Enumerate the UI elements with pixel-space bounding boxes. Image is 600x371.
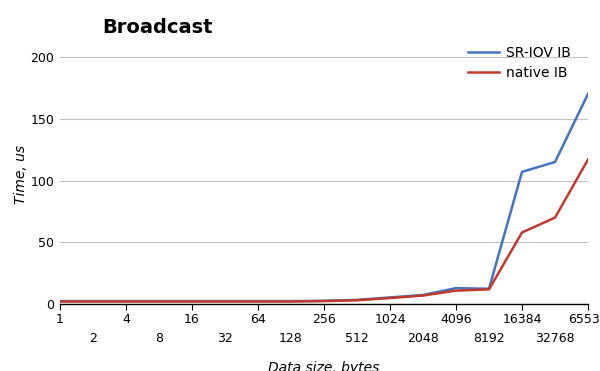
SR-IOV IB bbox=[485, 286, 493, 291]
Line: native IB: native IB bbox=[60, 160, 588, 302]
native IB bbox=[353, 298, 361, 302]
Text: 128: 128 bbox=[279, 332, 303, 345]
Text: 512: 512 bbox=[345, 332, 369, 345]
SR-IOV IB bbox=[452, 286, 460, 290]
Text: 32768: 32768 bbox=[535, 332, 575, 345]
SR-IOV IB bbox=[419, 293, 427, 297]
Text: 32: 32 bbox=[217, 332, 233, 345]
native IB bbox=[188, 299, 196, 304]
Text: Data size, bytes: Data size, bytes bbox=[268, 361, 380, 371]
SR-IOV IB bbox=[254, 299, 262, 303]
native IB bbox=[320, 299, 328, 303]
Text: 2048: 2048 bbox=[407, 332, 439, 345]
native IB bbox=[386, 296, 394, 300]
SR-IOV IB bbox=[551, 160, 559, 164]
native IB bbox=[89, 299, 97, 304]
native IB bbox=[584, 157, 592, 162]
native IB bbox=[221, 299, 229, 304]
SR-IOV IB bbox=[221, 299, 229, 303]
native IB bbox=[419, 293, 427, 298]
SR-IOV IB bbox=[89, 299, 97, 303]
native IB bbox=[122, 299, 130, 304]
SR-IOV IB bbox=[287, 299, 295, 303]
native IB bbox=[551, 216, 559, 220]
Y-axis label: Time, us: Time, us bbox=[14, 145, 28, 204]
SR-IOV IB bbox=[188, 299, 196, 303]
SR-IOV IB bbox=[320, 299, 328, 303]
native IB bbox=[518, 230, 526, 235]
native IB bbox=[485, 287, 493, 292]
SR-IOV IB bbox=[584, 92, 592, 96]
SR-IOV IB bbox=[122, 299, 130, 303]
native IB bbox=[254, 299, 262, 304]
SR-IOV IB bbox=[518, 170, 526, 174]
Text: 2: 2 bbox=[89, 332, 97, 345]
Text: 8: 8 bbox=[155, 332, 163, 345]
native IB bbox=[287, 299, 295, 304]
Text: Broadcast: Broadcast bbox=[102, 19, 213, 37]
SR-IOV IB bbox=[386, 295, 394, 300]
native IB bbox=[155, 299, 163, 304]
SR-IOV IB bbox=[155, 299, 163, 303]
Text: 8192: 8192 bbox=[473, 332, 505, 345]
Line: SR-IOV IB: SR-IOV IB bbox=[60, 94, 588, 301]
native IB bbox=[452, 288, 460, 293]
SR-IOV IB bbox=[353, 298, 361, 302]
native IB bbox=[56, 299, 64, 304]
Legend: SR-IOV IB, native IB: SR-IOV IB, native IB bbox=[468, 46, 571, 80]
SR-IOV IB bbox=[56, 299, 64, 303]
